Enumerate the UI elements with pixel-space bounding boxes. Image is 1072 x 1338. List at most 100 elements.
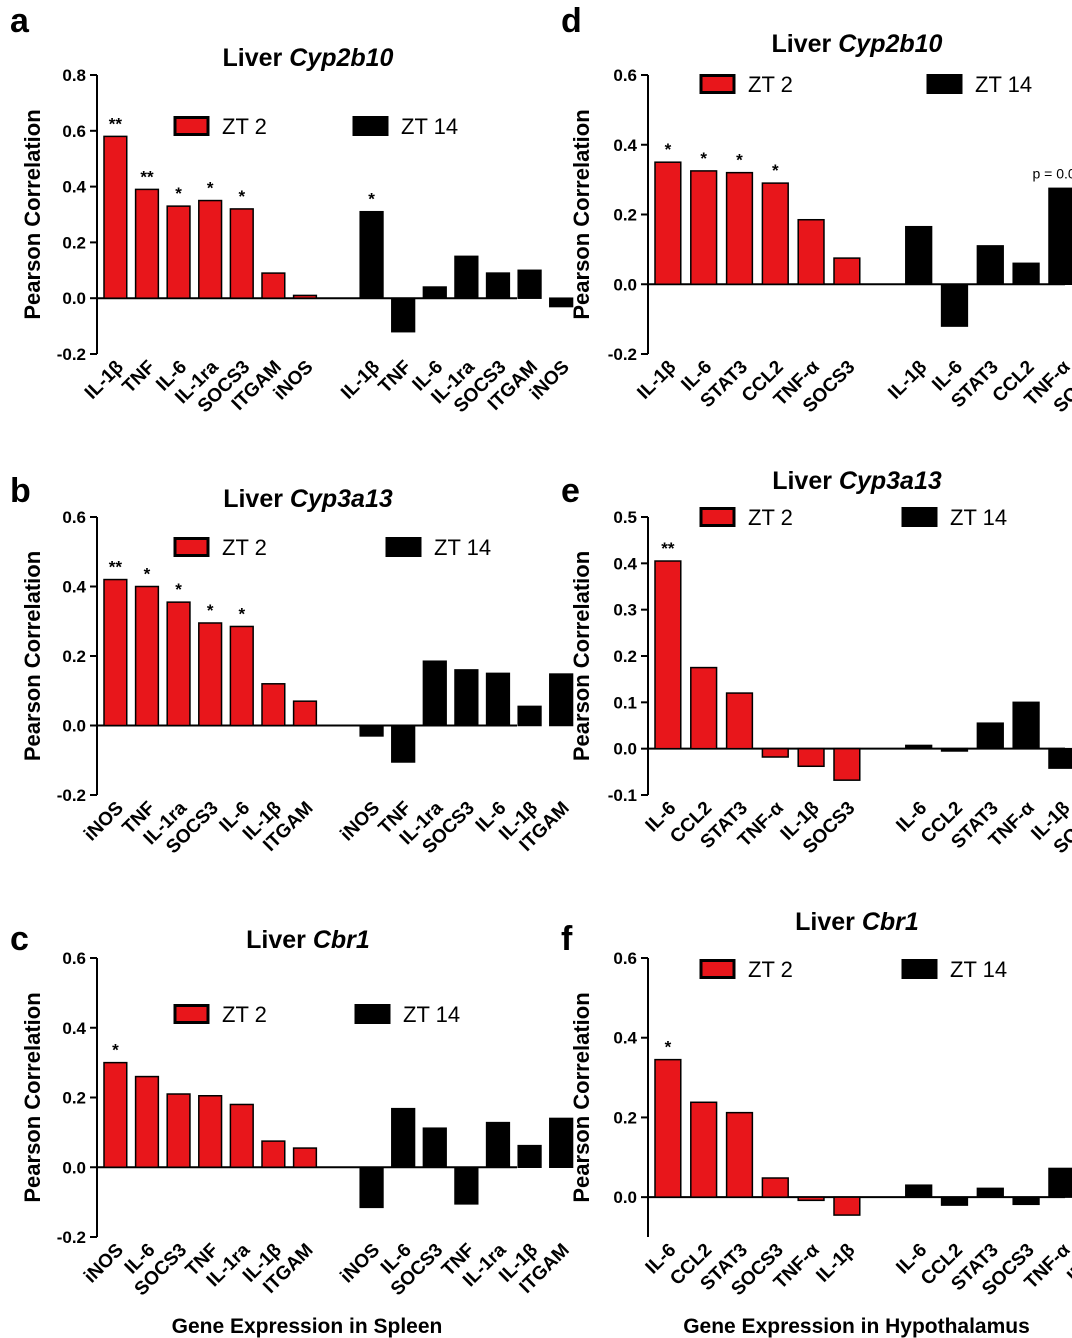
y-tick-label: 0.4 — [62, 178, 86, 197]
panel-label: e — [561, 472, 580, 510]
legend-label-zt14: ZT 14 — [950, 505, 1007, 530]
bar — [761, 182, 789, 285]
bar — [517, 705, 542, 727]
y-tick-label: 0.1 — [613, 693, 637, 712]
bar — [797, 747, 825, 768]
chart-title-gene: Cyp3a13 — [839, 467, 942, 495]
bar — [1048, 1167, 1072, 1198]
legend-swatch-zt14 — [901, 959, 938, 979]
chart-panel-b: b Liver Cyp3a13 -0.2 0.0 0.2 0.4 0.6 Pearson Co… — [10, 472, 574, 858]
y-tick-label: -0.2 — [57, 1228, 86, 1247]
panel-label: c — [10, 920, 29, 958]
chart-panel-e: e Liver Cyp3a13 -0.1 0.0 0.1 0.2 0.3 0.4 0.5 Pear… — [561, 467, 1072, 858]
legend-swatch-zt2 — [173, 537, 210, 557]
significance-marker: * — [144, 565, 151, 584]
significance-marker: * — [772, 161, 779, 180]
significance-marker: * — [665, 1038, 672, 1057]
chart-title: Liver Cyp2b10 — [772, 30, 943, 58]
chart-title: Liver Cyp3a13 — [223, 485, 393, 513]
bar — [198, 622, 223, 727]
legend-label-zt2: ZT 2 — [748, 72, 793, 97]
legend-label-zt14: ZT 14 — [950, 957, 1007, 982]
y-tick-label: 0.4 — [613, 136, 637, 155]
y-axis-label: Pearson Correlation — [569, 992, 594, 1202]
legend-label-zt2: ZT 2 — [222, 535, 267, 560]
bar — [1012, 1196, 1040, 1206]
bar — [261, 272, 286, 299]
significance-marker: * — [665, 140, 672, 159]
bar — [654, 1058, 682, 1198]
bar — [261, 683, 286, 727]
chart-title-gene: Cyp2b10 — [289, 44, 393, 72]
y-axis-label: Pearson Correlation — [20, 109, 45, 319]
legend-swatch-zt14 — [354, 1004, 391, 1024]
y-tick-label: 0.2 — [613, 647, 637, 666]
bar — [940, 283, 969, 327]
y-tick-label: 0.4 — [62, 578, 86, 597]
significance-marker: * — [238, 187, 245, 206]
chart-title: Liver Cyp3a13 — [772, 467, 942, 495]
y-tick-label: 0.0 — [613, 275, 637, 294]
bar — [940, 747, 969, 752]
significance-marker: * — [175, 580, 182, 599]
bar — [103, 135, 128, 299]
y-tick-label: 0.3 — [613, 601, 637, 620]
bar — [229, 625, 254, 727]
bar — [976, 722, 1004, 750]
y-tick-label: -0.2 — [57, 345, 86, 364]
bar — [1048, 747, 1072, 769]
bar — [359, 724, 384, 737]
bar — [198, 199, 223, 299]
bar — [359, 1166, 384, 1209]
bar — [391, 724, 416, 763]
panel-label: b — [10, 472, 31, 510]
significance-marker: * — [368, 190, 375, 209]
x-tick-label: TNF — [375, 357, 416, 398]
y-axis-label: Pearson Correlation — [569, 551, 594, 761]
panel-label: f — [561, 920, 573, 958]
panel-label: a — [10, 2, 30, 40]
y-tick-label: 0.4 — [613, 554, 637, 573]
bar — [905, 225, 933, 286]
y-tick-label: -0.1 — [608, 786, 637, 805]
chart-title: Liver Cyp2b10 — [223, 44, 394, 72]
y-tick-label: 0.6 — [613, 66, 637, 85]
chart-title-gene: Cbr1 — [862, 908, 919, 936]
bar — [229, 1103, 254, 1168]
chart-panel-f: f Liver Cbr1 0.0 0.2 0.4 0.6 Pearson Correlati… — [561, 908, 1072, 1338]
y-tick-label: 0.6 — [62, 122, 86, 141]
bar — [292, 1147, 318, 1168]
legend-swatch-zt2 — [699, 959, 736, 979]
bar — [485, 272, 511, 299]
bar — [940, 1196, 969, 1206]
bar — [422, 286, 447, 299]
chart-title-prefix: Liver — [246, 926, 313, 954]
bar — [134, 585, 160, 727]
bar — [103, 578, 128, 727]
legend-swatch-zt14 — [901, 507, 938, 527]
bar — [690, 170, 718, 285]
significance-marker: * — [175, 184, 182, 203]
bar — [292, 700, 318, 727]
bar — [391, 297, 416, 333]
y-tick-label: -0.2 — [57, 786, 86, 805]
y-tick-label: 0.5 — [613, 508, 637, 527]
bar — [833, 747, 861, 781]
bar — [103, 1061, 128, 1168]
legend-swatch-zt2 — [173, 116, 210, 136]
y-tick-label: -0.2 — [608, 345, 637, 364]
bar — [517, 1144, 542, 1168]
legend-label-zt14: ZT 14 — [403, 1002, 460, 1027]
bar — [654, 161, 682, 285]
bar — [761, 747, 789, 758]
bar — [654, 560, 682, 750]
bar — [761, 1177, 789, 1198]
bar — [690, 1101, 718, 1198]
y-tick-label: 0.2 — [62, 1089, 86, 1108]
bar — [422, 660, 447, 727]
y-tick-label: 0.6 — [62, 508, 86, 527]
legend-label-zt14: ZT 14 — [434, 535, 491, 560]
p-value-annotation: p = 0.073 — [1032, 165, 1072, 181]
significance-marker: * — [112, 1041, 119, 1060]
